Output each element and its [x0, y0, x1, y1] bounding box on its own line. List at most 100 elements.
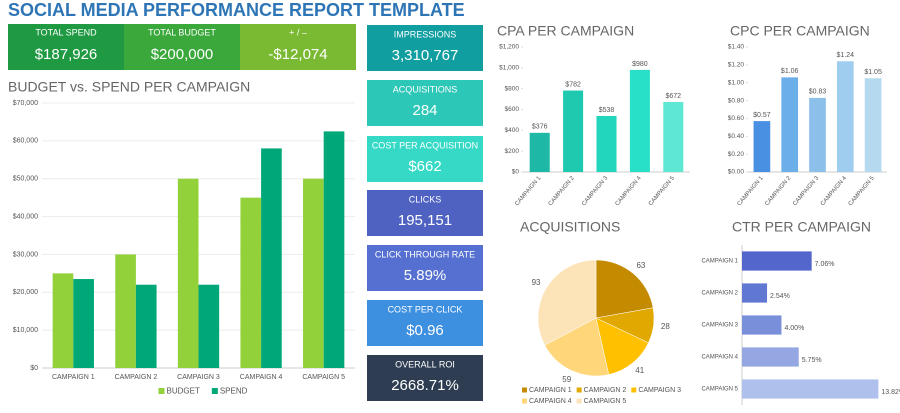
legend-label: SPEND	[220, 387, 248, 396]
page-title: SOCIAL MEDIA PERFORMANCE REPORT TEMPLATE	[8, 0, 465, 20]
legend-label: BUDGET	[167, 387, 200, 396]
legend-swatch	[576, 387, 582, 393]
legend-label: CAMPAIGN 2	[584, 387, 627, 394]
bar	[742, 251, 812, 271]
y-tick-label: $1,000	[499, 65, 519, 72]
bar	[115, 254, 136, 368]
value-label: 13.82%	[881, 389, 900, 396]
tile-label: ACQUISITIONS	[393, 84, 458, 94]
pie-slice	[595, 259, 654, 319]
kpi-box	[8, 24, 124, 70]
value-label: 7.06%	[815, 261, 835, 268]
value-label: $0.83	[809, 89, 827, 96]
kpi-value: $187,926	[35, 46, 98, 63]
y-tick-label: $50,000	[13, 176, 38, 183]
x-tick-label: CAMPAIGN 2	[548, 175, 577, 207]
bar	[781, 77, 799, 172]
bar	[563, 90, 584, 172]
legend-swatch	[158, 388, 165, 394]
tile	[367, 245, 483, 291]
chart-title: BUDGET vs. SPEND PER CAMPAIGN	[8, 79, 250, 95]
bar	[864, 78, 882, 172]
legend-label: CAMPAIGN 1	[529, 387, 572, 394]
y-tick-label: $200	[505, 148, 520, 155]
y-tick-label: $60,000	[13, 138, 38, 145]
bar	[742, 283, 768, 303]
tile	[367, 300, 483, 346]
tile	[367, 355, 483, 401]
value-label: $0.57	[753, 112, 771, 119]
tile	[367, 136, 483, 182]
legend-swatch	[576, 398, 582, 404]
value-label: $980	[632, 61, 648, 68]
y-tick-label: $0	[512, 169, 520, 176]
kpi-label: TOTAL BUDGET	[148, 27, 216, 37]
data-label: 28	[661, 322, 670, 331]
kpi-box	[124, 24, 240, 70]
legend-label: CAMPAIGN 4	[529, 398, 572, 405]
value-label: $782	[565, 81, 581, 88]
bar	[529, 132, 550, 172]
kpi-label: TOTAL SPEND	[35, 27, 97, 37]
chart-title: CPC PER CAMPAIGN	[730, 23, 870, 39]
data-label: 63	[636, 261, 645, 270]
legend-label: CAMPAIGN 5	[584, 398, 627, 405]
tile-value: 3,310,767	[392, 47, 459, 64]
y-tick-label: $0.20	[728, 151, 745, 158]
data-label: 41	[635, 366, 644, 375]
legend-label: CAMPAIGN 3	[638, 387, 681, 394]
x-tick-label: CAMPAIGN 5	[848, 175, 877, 207]
value-label: $538	[599, 107, 615, 114]
y-tick-label: CAMPAIGN 3	[701, 323, 738, 329]
y-tick-label: $0.60	[728, 115, 745, 122]
bar	[742, 315, 782, 335]
y-tick-label: $20,000	[13, 289, 38, 296]
y-tick-label: $600	[505, 106, 520, 113]
pie-slice	[595, 317, 649, 375]
value-label: 5.75%	[802, 357, 822, 364]
data-label: 59	[562, 375, 571, 384]
value-label: 2.54%	[770, 293, 790, 300]
tile	[367, 25, 483, 71]
x-tick-label: CAMPAIGN 3	[792, 175, 821, 207]
kpi-value: $200,000	[151, 46, 214, 63]
x-tick-label: CAMPAIGN 3	[581, 175, 610, 207]
x-tick-label: CAMPAIGN 1	[514, 175, 543, 207]
tile-value: 284	[412, 102, 437, 119]
chart-title: CPA PER CAMPAIGN	[497, 23, 634, 39]
x-tick-label: CAMPAIGN 1	[52, 374, 95, 381]
data-label: 93	[532, 278, 541, 287]
y-tick-label: $0.80	[728, 97, 745, 104]
bar	[177, 178, 199, 368]
bar	[809, 97, 826, 172]
x-tick-label: CAMPAIGN 5	[648, 175, 677, 207]
bar	[198, 284, 220, 368]
bar	[303, 178, 324, 368]
tile-label: COST PER ACQUISITION	[372, 140, 478, 150]
bar	[52, 273, 74, 368]
x-tick-label: CAMPAIGN 1	[737, 175, 766, 207]
pie-slice	[544, 317, 610, 377]
legend-swatch	[631, 387, 637, 393]
tile-value: $662	[408, 158, 441, 175]
tile-label: COST PER CLICK	[388, 304, 463, 314]
y-tick-label: CAMPAIGN 2	[701, 291, 738, 297]
value-label: $672	[666, 93, 682, 100]
bar	[596, 115, 617, 172]
y-tick-label: $0	[30, 365, 38, 372]
x-tick-label: CAMPAIGN 4	[615, 175, 644, 207]
value-label: $376	[532, 124, 548, 131]
legend-swatch	[522, 398, 527, 404]
bar	[753, 121, 771, 172]
value-label: $1.05	[864, 69, 882, 76]
x-tick-label: CAMPAIGN 4	[820, 175, 849, 207]
bar	[742, 379, 879, 399]
kpi-box	[240, 24, 356, 70]
pie-slice	[537, 259, 597, 346]
y-tick-label: $400	[505, 127, 520, 134]
value-label: 4.00%	[784, 325, 804, 332]
y-tick-label: $0.40	[728, 133, 745, 140]
y-tick-label: CAMPAIGN 4	[701, 355, 738, 361]
bar	[663, 102, 684, 172]
